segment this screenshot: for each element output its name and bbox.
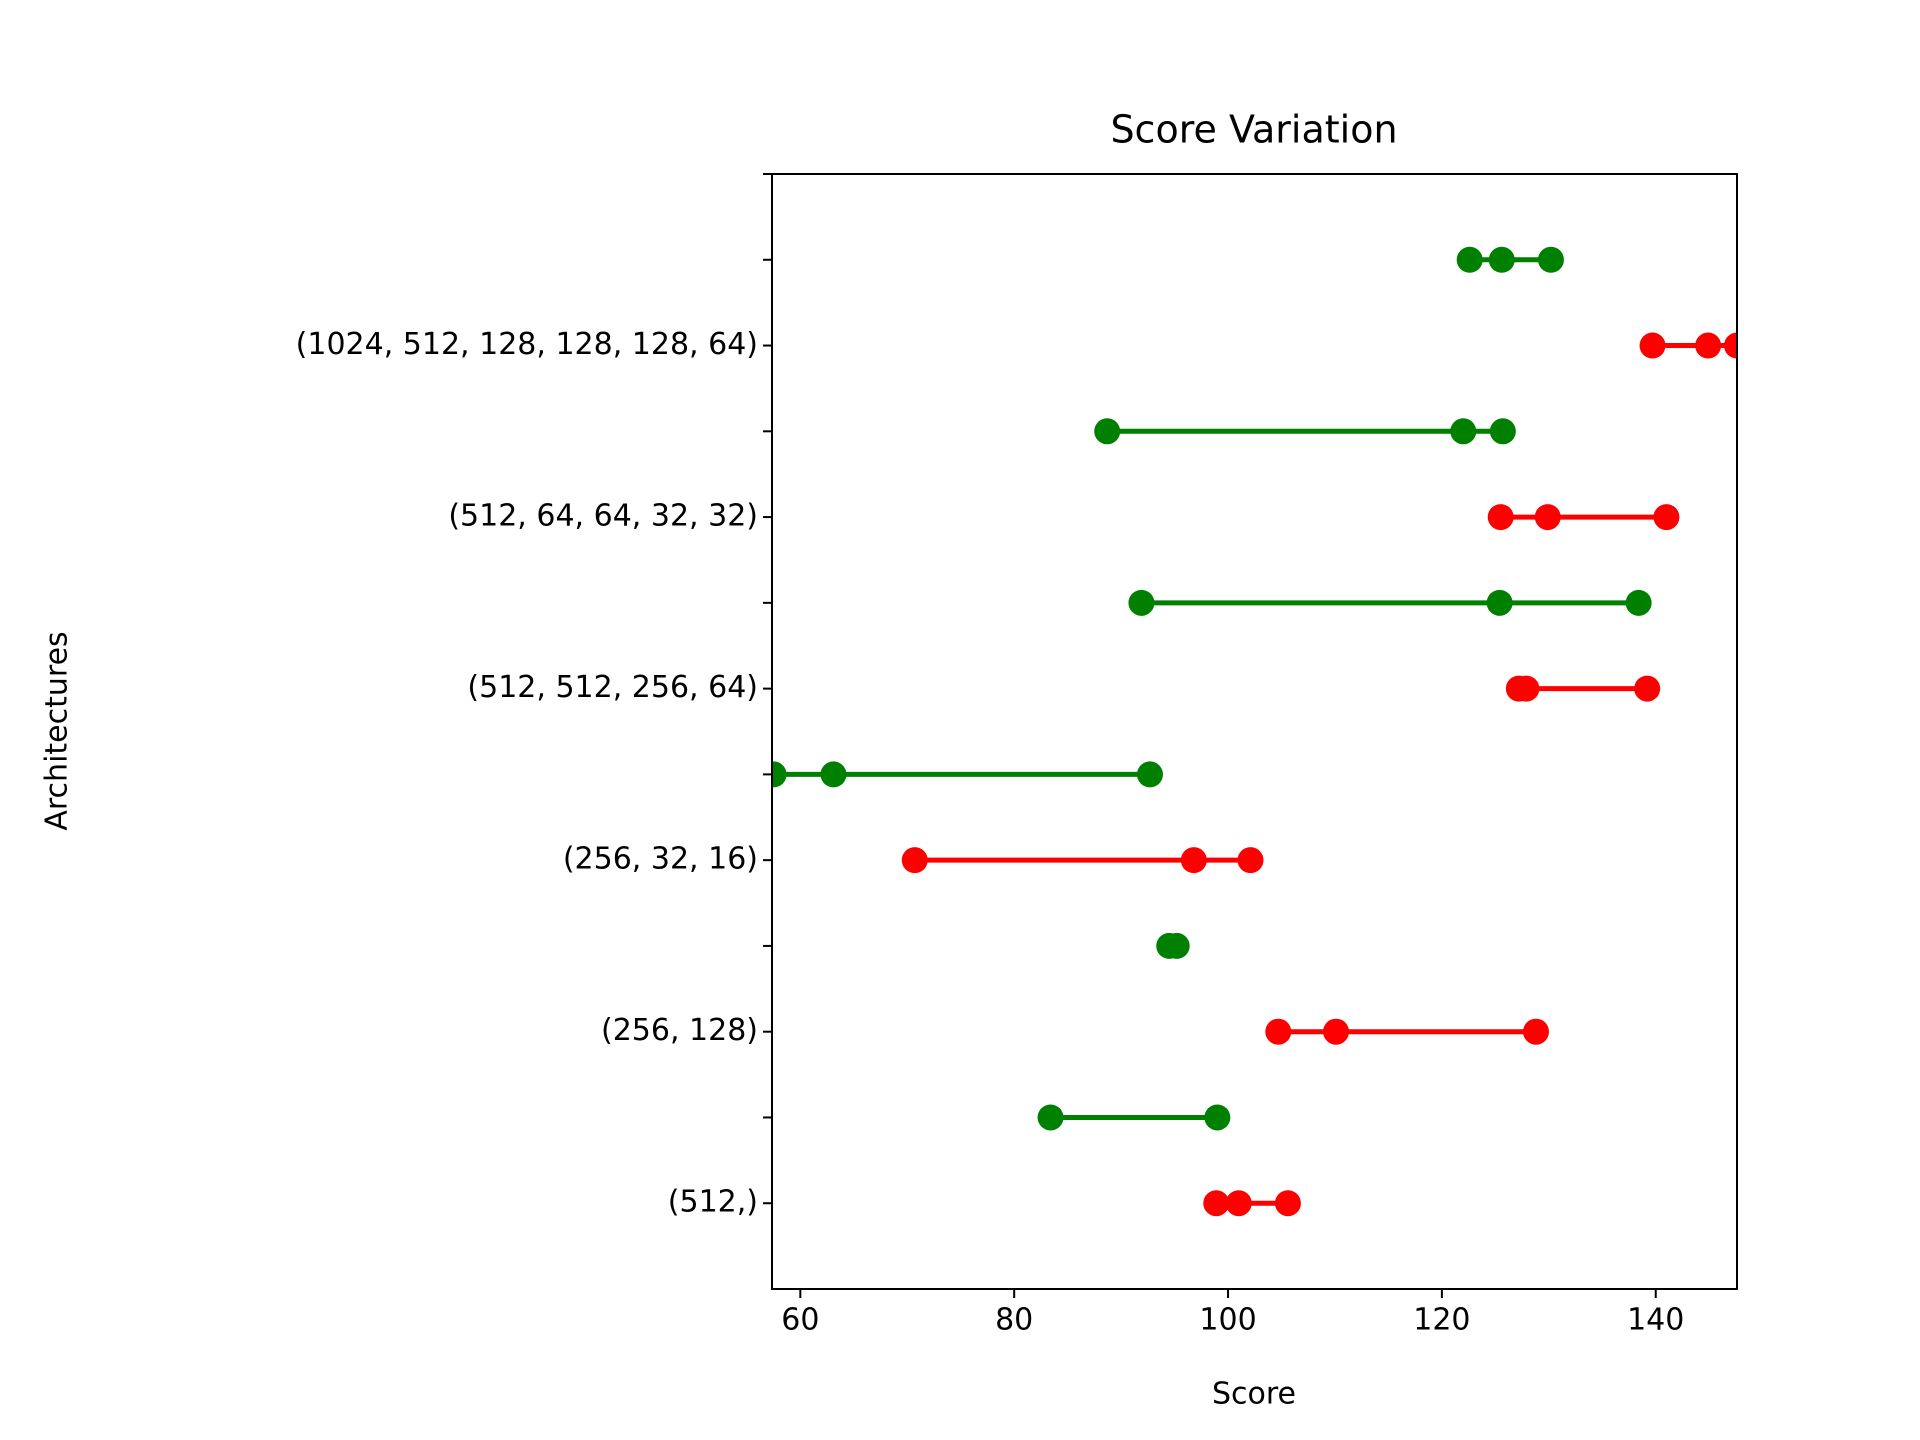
dot	[1537, 246, 1564, 273]
dot	[1237, 847, 1264, 874]
dot	[1450, 418, 1477, 445]
dot	[1653, 504, 1680, 531]
y-tick-label: (512, 512, 256, 64)	[467, 670, 758, 705]
dot	[1128, 589, 1155, 616]
dot	[1180, 847, 1207, 874]
dot	[772, 761, 787, 788]
dot	[1695, 332, 1722, 359]
dot	[1724, 332, 1737, 359]
x-tick-label: 60	[781, 1303, 819, 1338]
dot	[1203, 1190, 1230, 1217]
dot	[1488, 246, 1515, 273]
dot	[1136, 761, 1163, 788]
dot	[1625, 589, 1652, 616]
dot	[1265, 1018, 1292, 1045]
dot	[1634, 675, 1661, 702]
chart-title: Score Variation	[1110, 108, 1397, 152]
x-tick-label: 100	[1199, 1303, 1256, 1338]
dot	[1274, 1190, 1301, 1217]
dot	[1522, 1018, 1549, 1045]
y-tick-label: (512, 64, 64, 32, 32)	[448, 499, 758, 534]
dot	[1037, 1104, 1064, 1131]
dot	[1486, 589, 1513, 616]
y-axis-label: Architectures	[40, 631, 75, 830]
dot	[1534, 504, 1561, 531]
x-axis-label: Score	[1212, 1377, 1296, 1412]
plot-area	[772, 246, 1737, 1217]
y-tick-label: (512,)	[668, 1185, 758, 1220]
x-tick-label: 120	[1413, 1303, 1470, 1338]
dot	[1513, 675, 1540, 702]
dot	[1639, 332, 1666, 359]
dot	[1204, 1104, 1231, 1131]
dot	[1323, 1018, 1350, 1045]
x-tick-label: 140	[1627, 1303, 1684, 1338]
axes-frame	[771, 173, 1738, 1290]
dot	[1094, 418, 1121, 445]
y-tick-label: (256, 128)	[601, 1013, 758, 1048]
dot	[1489, 418, 1516, 445]
dot	[901, 847, 928, 874]
dot	[1225, 1190, 1252, 1217]
dot	[1487, 504, 1514, 531]
y-tick-label: (1024, 512, 128, 128, 128, 64)	[296, 327, 758, 362]
dot	[1456, 246, 1483, 273]
dot	[1163, 932, 1190, 959]
dot	[820, 761, 847, 788]
x-tick-label: 80	[995, 1303, 1033, 1338]
y-tick-label: (256, 32, 16)	[563, 842, 758, 877]
